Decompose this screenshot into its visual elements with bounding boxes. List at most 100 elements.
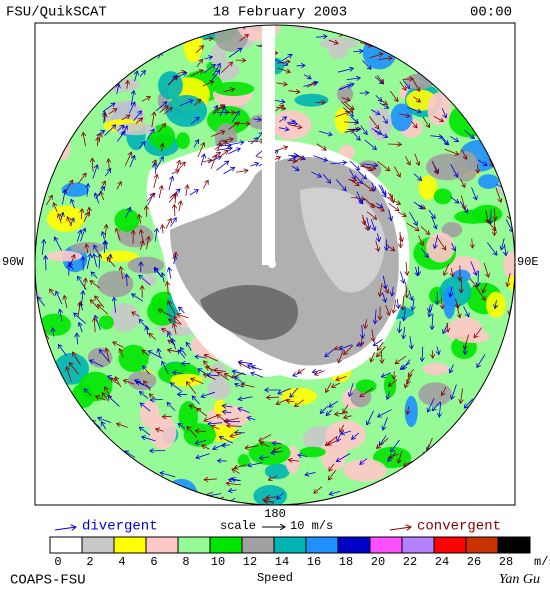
legend-divergent: divergent bbox=[82, 519, 158, 535]
wind-arrow bbox=[149, 333, 156, 340]
wind-arrow bbox=[94, 318, 95, 333]
wind-arrow bbox=[459, 201, 468, 212]
wind-arrow bbox=[375, 309, 376, 324]
wind-arrow bbox=[221, 62, 232, 73]
wind-arrow bbox=[212, 63, 220, 76]
wind-arrow bbox=[204, 479, 217, 480]
wind-arrow bbox=[53, 328, 54, 337]
wind-arrow bbox=[336, 375, 347, 380]
wind-arrow bbox=[229, 142, 244, 146]
speed-patch bbox=[325, 420, 366, 451]
wind-arrow bbox=[132, 312, 140, 317]
wind-arrow bbox=[439, 401, 440, 417]
header-left: FSU/QuikSCAT bbox=[6, 5, 107, 21]
wind-arrow bbox=[180, 348, 187, 356]
wind-arrow bbox=[365, 319, 367, 328]
wind-arrow bbox=[471, 187, 477, 199]
wind-arrow bbox=[222, 445, 230, 446]
wind-arrow bbox=[230, 433, 242, 436]
wind-arrow bbox=[162, 273, 164, 283]
wind-arrow bbox=[389, 208, 392, 221]
wind-arrow bbox=[378, 409, 392, 417]
wind-arrow bbox=[125, 207, 131, 218]
wind-arrow bbox=[108, 109, 117, 115]
wind-arrow bbox=[187, 426, 198, 438]
wind-arrow bbox=[107, 258, 116, 268]
wind-arrow bbox=[477, 159, 487, 166]
wind-arrow bbox=[336, 453, 351, 461]
wind-arrow bbox=[406, 262, 407, 275]
wind-arrow bbox=[239, 35, 249, 42]
wind-arrow bbox=[360, 387, 374, 397]
wind-arrow bbox=[163, 108, 172, 115]
colorbar-title: Speed bbox=[257, 571, 293, 585]
speed-patch bbox=[142, 273, 157, 287]
wind-arrow bbox=[251, 366, 262, 371]
wind-arrow bbox=[402, 79, 414, 80]
wind-arrow bbox=[64, 295, 67, 309]
speed-patch bbox=[46, 205, 85, 233]
wind-arrow bbox=[194, 99, 200, 106]
wind-arrow bbox=[186, 382, 196, 394]
wind-arrow bbox=[76, 230, 81, 242]
speed-patch bbox=[506, 272, 515, 294]
wind-arrow bbox=[54, 237, 62, 251]
colorbar-tick-label: 0 bbox=[54, 555, 61, 569]
wind-arrow bbox=[404, 460, 413, 466]
wind-arrow bbox=[141, 97, 151, 102]
wind-arrow bbox=[200, 154, 204, 166]
wind-arrow bbox=[477, 354, 486, 367]
wind-arrow bbox=[344, 131, 355, 133]
speed-patch bbox=[165, 94, 208, 127]
wind-arrow bbox=[192, 396, 200, 405]
wind-arrow bbox=[95, 187, 105, 200]
wind-arrow bbox=[116, 228, 121, 241]
wind-arrow bbox=[403, 326, 404, 339]
wind-arrow bbox=[232, 469, 240, 474]
wind-arrow bbox=[327, 440, 337, 445]
wind-arrow bbox=[337, 68, 353, 73]
wind-arrow bbox=[274, 58, 288, 65]
wind-arrow bbox=[175, 252, 176, 261]
wind-arrow bbox=[403, 295, 404, 310]
wind-arrow bbox=[150, 399, 163, 400]
wind-arrow bbox=[450, 286, 452, 297]
wind-arrow bbox=[407, 106, 421, 112]
wind-arrow bbox=[162, 361, 169, 375]
wind-arrow bbox=[380, 185, 385, 194]
wind-arrow bbox=[202, 445, 210, 450]
west-highlands bbox=[300, 187, 385, 293]
speed-patch bbox=[422, 362, 450, 376]
wind-arrow bbox=[315, 102, 325, 103]
speed-patch bbox=[38, 313, 72, 336]
wind-arrow bbox=[291, 165, 299, 170]
wind-arrow bbox=[117, 125, 124, 132]
wind-arrow bbox=[129, 156, 135, 168]
wind-arrow bbox=[190, 117, 199, 125]
wind-arrow bbox=[314, 486, 323, 493]
wind-arrow bbox=[288, 91, 300, 92]
wind-arrow bbox=[397, 298, 398, 309]
wind-arrow bbox=[45, 195, 52, 206]
wind-arrow bbox=[171, 170, 179, 175]
header-right: 00:00 bbox=[470, 5, 512, 21]
convergent-arrow bbox=[389, 527, 411, 530]
wind-arrow bbox=[341, 101, 353, 113]
wind-arrow bbox=[121, 267, 123, 280]
footer-left: COAPS-FSU bbox=[10, 573, 86, 589]
wind-arrow bbox=[160, 473, 176, 478]
wind-arrow bbox=[148, 351, 163, 359]
wind-arrow bbox=[434, 234, 439, 249]
wind-arrow bbox=[378, 58, 392, 60]
wind-arrow bbox=[450, 364, 454, 373]
wind-arrow bbox=[408, 369, 414, 376]
wind-arrow bbox=[464, 398, 474, 408]
wind-arrow bbox=[124, 152, 131, 166]
wind-arrow bbox=[117, 424, 128, 428]
wind-arrow bbox=[84, 389, 92, 397]
wind-arrow bbox=[108, 159, 109, 170]
speed-patch bbox=[248, 441, 291, 465]
wind-arrow bbox=[341, 431, 352, 434]
wind-arrow bbox=[227, 426, 242, 427]
wind-arrow bbox=[101, 422, 106, 430]
